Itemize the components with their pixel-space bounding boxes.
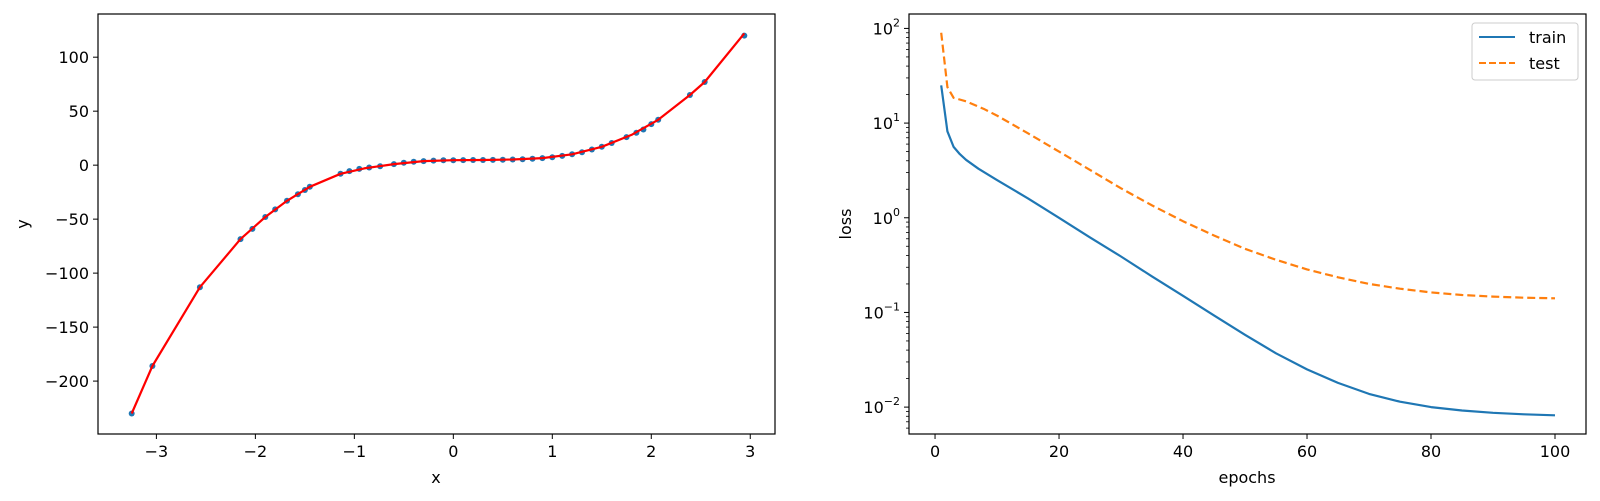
x-tick-label: −1: [343, 442, 367, 461]
x-tick-label: 80: [1421, 442, 1441, 461]
x-tick-label: −3: [145, 442, 169, 461]
left-plot-fit: −3 −2 −1 0 1 2 3 −200 −150 −100 −50 0 50 100 x y: [13, 13, 776, 487]
legend-train-label: train: [1529, 28, 1566, 47]
x-tick-label: 100: [1540, 442, 1571, 461]
y-tick-label: 102: [873, 16, 900, 38]
left-x-axis-ticks: −3 −2 −1 0 1 2 3: [145, 434, 755, 461]
y-tick-label: −200: [45, 372, 89, 391]
y-tick-label: 100: [58, 48, 89, 67]
y-tick-label: 10−2: [863, 395, 900, 417]
y-tick-label: 10−1: [863, 300, 900, 322]
x-tick-label: 20: [1049, 442, 1069, 461]
x-tick-label: 3: [745, 442, 755, 461]
left-plot-series: [128, 32, 748, 417]
y-tick-label: 100: [873, 206, 900, 228]
right-y-axis-ticks: 10−2 10−1 100 101 102: [863, 16, 909, 429]
right-y-axis-label: loss: [836, 209, 855, 240]
right-x-axis-label: epochs: [1218, 468, 1275, 487]
train-loss-line: [940, 85, 1556, 417]
x-tick-label: 1: [547, 442, 557, 461]
left-x-axis-label: x: [431, 468, 440, 487]
x-tick-label: 0: [448, 442, 458, 461]
x-tick-label: 60: [1297, 442, 1317, 461]
x-tick-label: 40: [1173, 442, 1193, 461]
fit-line: [130, 32, 746, 414]
test-loss-line: [940, 32, 1556, 300]
x-tick-label: 0: [930, 442, 940, 461]
x-tick-label: −2: [244, 442, 268, 461]
y-tick-label: 0: [79, 156, 89, 175]
y-tick-label: −100: [45, 264, 89, 283]
y-tick-label: 101: [873, 111, 900, 133]
y-tick-label: −50: [55, 210, 89, 229]
y-tick-label: −150: [45, 318, 89, 337]
left-plot-area: [98, 14, 775, 434]
right-plot-loss: 0 20 40 60 80 100 10−2 10−1 100 101 102 epochs lo…: [836, 13, 1587, 487]
left-plot-frame: [97, 13, 776, 435]
legend-test-label: test: [1529, 54, 1560, 73]
right-x-axis-ticks: 0 20 40 60 80 100: [930, 434, 1570, 461]
right-plot-frame: [908, 13, 1587, 435]
left-y-axis-label: y: [13, 219, 32, 228]
y-tick-label: 50: [69, 102, 89, 121]
legend: train test: [1471, 22, 1579, 81]
x-tick-label: 2: [646, 442, 656, 461]
left-y-axis-ticks: −200 −150 −100 −50 0 50 100: [45, 48, 98, 391]
right-plot-series: [940, 32, 1556, 417]
right-plot-area: [909, 14, 1586, 434]
